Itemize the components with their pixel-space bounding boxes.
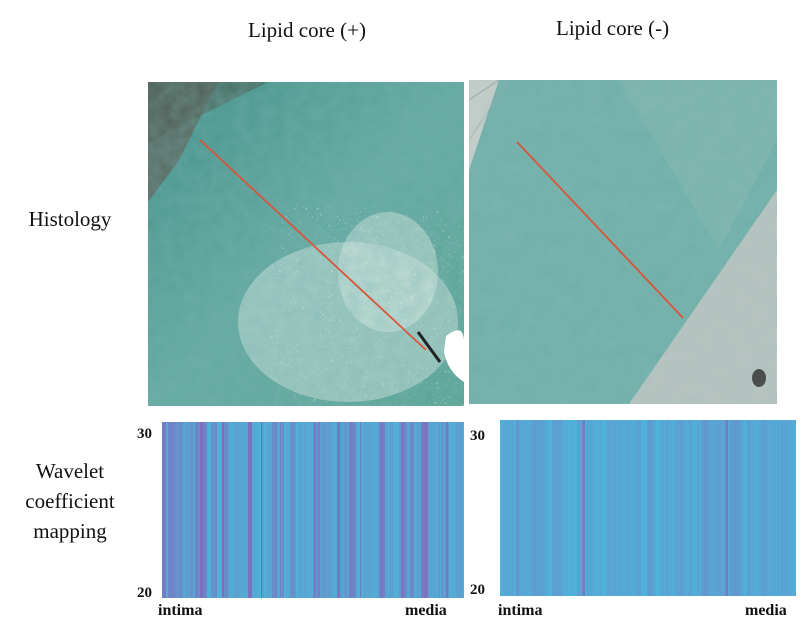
row-label-line: mapping: [33, 519, 107, 543]
row-label-line: coefficient: [25, 489, 115, 513]
histology-image-lipid-negative: [469, 80, 777, 404]
row-label-wavelet-mapping: Wavelet coefficient mapping: [6, 456, 134, 546]
x-axis-left-label-positive: intima: [158, 602, 203, 619]
histology-image-lipid-positive: [148, 82, 464, 406]
y-axis-top-tick-positive: 30: [137, 426, 152, 442]
row-label-histology: Histology: [28, 207, 112, 231]
x-axis-right-label-positive: media: [405, 602, 447, 619]
x-axis-left-label-negative: intima: [498, 602, 543, 619]
column-title-lipid-negative: Lipid core (-): [556, 16, 670, 40]
wavelet-map-lipid-negative: [500, 420, 796, 596]
y-axis-top-tick-negative: 30: [470, 428, 485, 444]
row-label-line: Wavelet: [35, 459, 105, 483]
x-axis-right-label-negative: media: [745, 602, 787, 619]
y-axis-bottom-tick-negative: 20: [470, 582, 485, 598]
wavelet-map-lipid-positive: [162, 422, 464, 598]
y-axis-bottom-tick-positive: 20: [137, 585, 152, 601]
column-title-lipid-positive: Lipid core (+): [248, 18, 366, 42]
